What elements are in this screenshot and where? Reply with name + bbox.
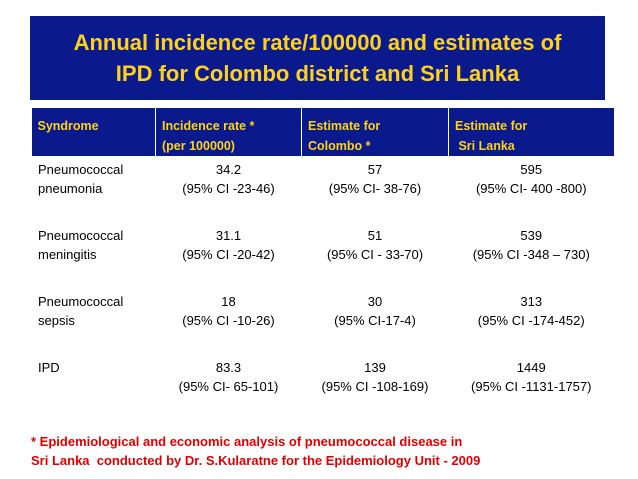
- syndrome-cell: Pneumococcal pneumonia: [31, 156, 156, 222]
- colombo-cell: 30 (95% CI-17-4): [301, 288, 449, 354]
- colombo-value: 139: [364, 360, 386, 375]
- header-srilanka-label: Estimate for: [455, 119, 528, 133]
- incidence-ci: (95% CI -23-46): [182, 181, 275, 196]
- srilanka-ci: (95% CI -174-452): [477, 313, 585, 328]
- colombo-cell: 51 (95% CI - 33-70): [301, 222, 449, 288]
- colombo-cell: 139 (95% CI -108-169): [301, 354, 449, 410]
- incidence-value: 18: [221, 294, 236, 309]
- incidence-cell: 83.3 (95% CI- 65-101): [155, 354, 302, 410]
- srilanka-value: 539: [520, 228, 543, 243]
- srilanka-value: 1449: [516, 360, 546, 375]
- incidence-cell: 18 (95% CI -10-26): [155, 288, 302, 354]
- incidence-cell: 34.2 (95% CI -23-46): [155, 156, 302, 222]
- footnote-line-1: * Epidemiological and economic analysis …: [31, 434, 463, 449]
- srilanka-cell: 539 (95% CI -348 – 730): [448, 222, 614, 288]
- srilanka-cell: 1449 (95% CI -1131-1757): [448, 354, 614, 410]
- incidence-ci: (95% CI- 65-101): [178, 379, 279, 394]
- srilanka-value: 313: [520, 294, 543, 309]
- incidence-value: 34.2: [215, 162, 242, 177]
- header-incidence-rate: Incidence rate * (per 100000): [155, 108, 302, 156]
- slide-title-line-1: Annual incidence rate/100000 and estimat…: [73, 30, 562, 55]
- header-syndrome: Syndrome: [31, 108, 156, 156]
- footnote-line-2: Sri Lanka conducted by Dr. S.Kularatne f…: [31, 453, 481, 468]
- header-estimate-colombo: Estimate for Colombo *: [301, 108, 449, 156]
- header-incidence-unit: (per 100000): [162, 139, 235, 153]
- colombo-ci: (95% CI - 33-70): [326, 247, 424, 262]
- header-colombo-label: Estimate for: [308, 119, 381, 133]
- table-row: Pneumococcal pneumonia 34.2 (95% CI -23-…: [31, 156, 614, 222]
- colombo-value: 57: [367, 162, 383, 177]
- header-incidence-label: Incidence rate *: [162, 119, 255, 133]
- colombo-value: 51: [367, 228, 383, 243]
- srilanka-ci: (95% CI -348 – 730): [472, 247, 590, 262]
- srilanka-ci: (95% CI -1131-1757): [471, 379, 592, 394]
- colombo-cell: 57 (95% CI- 38-76): [301, 156, 449, 222]
- table-row: Pneumococcal meningitis 31.1 (95% CI -20…: [31, 222, 614, 288]
- table-row: IPD 83.3 (95% CI- 65-101) 139 (95% CI -1…: [31, 354, 614, 410]
- syndrome-cell: IPD: [31, 354, 156, 410]
- table-row: Pneumococcal sepsis 18 (95% CI -10-26) 3…: [31, 288, 614, 354]
- incidence-ci: (95% CI -20-42): [182, 247, 275, 262]
- colombo-value: 30: [367, 294, 383, 309]
- header-estimate-srilanka: Estimate for Sri Lanka: [448, 108, 614, 156]
- srilanka-value: 595: [520, 162, 543, 177]
- header-colombo-sub: Colombo *: [308, 139, 371, 153]
- srilanka-cell: 313 (95% CI -174-452): [448, 288, 614, 354]
- incidence-cell: 31.1 (95% CI -20-42): [155, 222, 302, 288]
- syndrome-cell: Pneumococcal sepsis: [31, 288, 156, 354]
- colombo-ci: (95% CI- 38-76): [328, 181, 422, 196]
- table-header-row: Syndrome Incidence rate * (per 100000) E…: [31, 108, 614, 156]
- header-srilanka-sub: Sri Lanka: [455, 139, 515, 153]
- incidence-value: 31.1: [215, 228, 242, 243]
- slide-title: Annual incidence rate/100000 and estimat…: [30, 16, 605, 100]
- srilanka-cell: 595 (95% CI- 400 -800): [448, 156, 614, 222]
- colombo-ci: (95% CI -108-169): [321, 379, 429, 394]
- incidence-value: 83.3: [215, 360, 242, 375]
- header-syndrome-label: Syndrome: [37, 119, 99, 133]
- syndrome-cell: Pneumococcal meningitis: [31, 222, 156, 288]
- srilanka-ci: (95% CI- 400 -800): [475, 181, 587, 196]
- slide-title-line-2: IPD for Colombo district and Sri Lanka: [115, 61, 520, 86]
- source-footnote: * Epidemiological and economic analysis …: [31, 432, 631, 470]
- incidence-ci: (95% CI -10-26): [182, 313, 275, 328]
- incidence-table: Syndrome Incidence rate * (per 100000) E…: [31, 108, 614, 410]
- colombo-ci: (95% CI-17-4): [334, 313, 416, 328]
